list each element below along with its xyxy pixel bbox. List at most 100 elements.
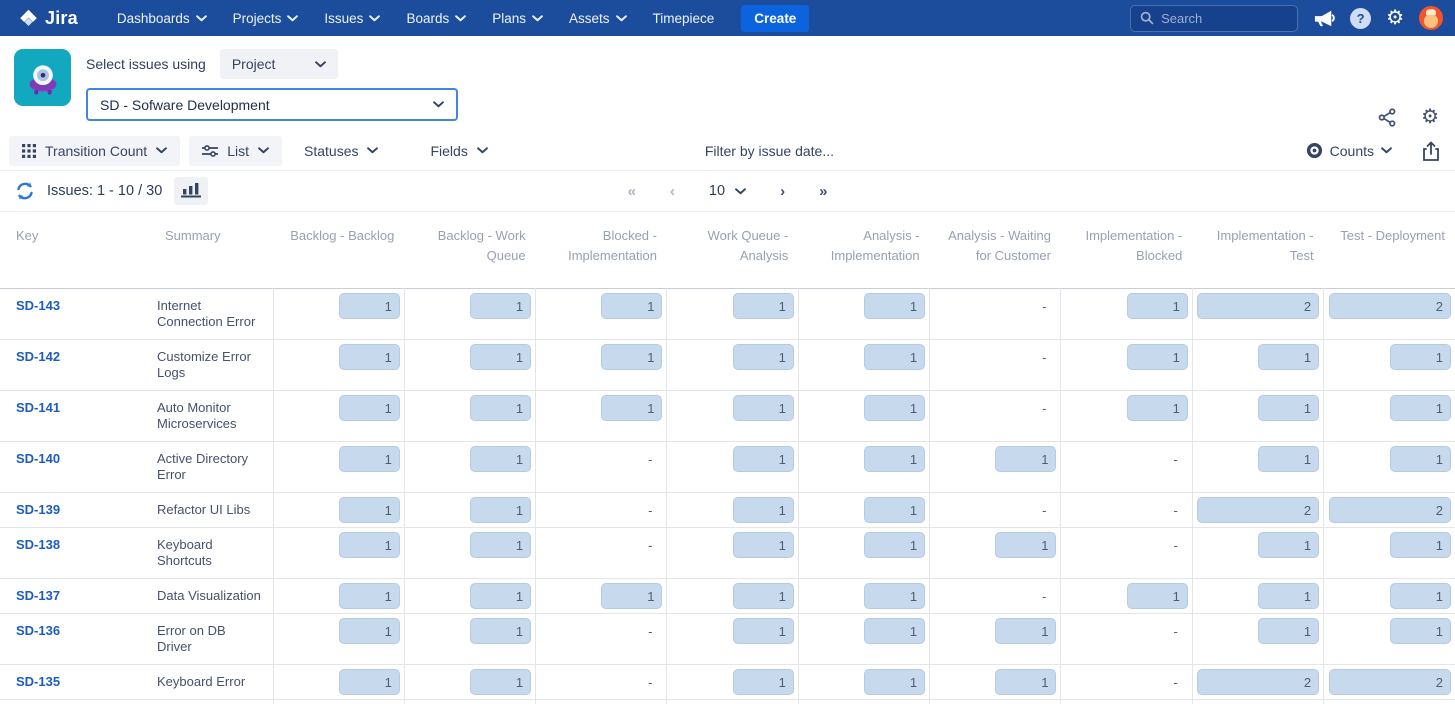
empty-count: - <box>1042 350 1047 365</box>
nav-item-label: Plans <box>492 10 526 26</box>
issue-date-filter-input[interactable] <box>704 142 985 159</box>
count-bar: 1 <box>338 344 400 370</box>
transition-count-cell: 1 <box>929 441 1061 493</box>
chevron-down-icon <box>287 14 299 21</box>
project-select-value: SD - Sofware Development <box>100 96 270 113</box>
table-row: SD-136 Error on DB Driver 1 1 - 1 1 1 - 1 1 <box>0 613 1455 665</box>
layout-button[interactable]: List <box>189 135 282 166</box>
transition-count-cell: 1 <box>535 339 667 391</box>
search-box[interactable] <box>1130 4 1299 32</box>
issue-key-link[interactable]: SD-138 <box>16 537 61 552</box>
issue-summary: Keyboard Shortcuts <box>157 537 213 568</box>
help-icon[interactable]: ? <box>1350 7 1372 29</box>
layout-label: List <box>227 142 249 159</box>
count-bar: 1 <box>1390 395 1451 421</box>
project-select[interactable]: SD - Sofware Development <box>86 88 458 121</box>
issue-key-link[interactable]: SD-140 <box>16 451 61 466</box>
issue-key-link[interactable]: SD-137 <box>16 588 61 603</box>
last-page-button[interactable]: » <box>819 182 828 200</box>
counts-target-icon <box>1306 142 1322 159</box>
transition-count-cell: - <box>535 441 667 493</box>
nav-item-plans[interactable]: Plans <box>479 0 556 36</box>
issue-key-link[interactable]: SD-142 <box>16 349 61 364</box>
previous-page-button[interactable]: ‹ <box>669 182 675 200</box>
count-bar: 1 <box>732 344 794 370</box>
chart-view-button[interactable] <box>174 177 209 205</box>
issue-key-link[interactable]: SD-136 <box>16 623 61 638</box>
count-bar: 1 <box>995 618 1057 644</box>
issue-key-link[interactable]: SD-141 <box>16 400 61 415</box>
transition-count-cell: - <box>1060 441 1193 493</box>
chevron-down-icon <box>735 187 746 194</box>
nav-item-issues[interactable]: Issues <box>311 0 393 36</box>
transition-count-cell: 1 <box>666 492 799 528</box>
create-button[interactable]: Create <box>741 4 810 32</box>
transition-count-cell: 1 <box>1323 339 1455 391</box>
transition-count-cell: 2 <box>1323 288 1455 340</box>
nav-item-timepiece[interactable]: Timepiece <box>640 0 728 36</box>
count-bar: 1 <box>732 583 794 609</box>
transition-count-cell: 1 <box>1323 527 1455 579</box>
jira-logo-icon <box>20 9 37 26</box>
issue-key-link[interactable]: SD-139 <box>16 502 61 517</box>
app-logo-icon <box>14 49 71 106</box>
statuses-button[interactable]: Statuses <box>291 136 391 166</box>
nav-item-assets[interactable]: Assets <box>556 0 640 36</box>
transition-count-cell: 1 <box>535 390 667 442</box>
count-bar: 1 <box>1258 395 1320 421</box>
transition-count-cell: 1 <box>1191 441 1324 493</box>
column-header-2: Backlog - Backlog <box>290 228 395 243</box>
count-bar: 1 <box>338 618 400 644</box>
next-page-button[interactable]: › <box>780 182 786 200</box>
issue-key-link[interactable]: SD-135 <box>16 674 61 689</box>
count-bar: 2 <box>1197 293 1320 319</box>
search-input[interactable] <box>1161 10 1272 26</box>
count-bar: 1 <box>470 446 532 472</box>
transition-count-cell: - <box>929 288 1061 340</box>
transition-count-cell: 1 <box>403 578 536 614</box>
column-header-4: Blocked - Implementation <box>568 228 657 263</box>
transition-count-cell: 1 <box>666 527 799 579</box>
transition-count-cell: 1 <box>1191 578 1324 614</box>
view-type-button[interactable]: Transition Count <box>9 135 181 166</box>
jira-logo[interactable]: Jira <box>18 8 78 29</box>
export-icon[interactable] <box>1422 141 1440 161</box>
issue-key-link[interactable]: SD-134 <box>0 700 155 704</box>
transition-count-cell: 1 <box>797 288 930 340</box>
transition-count-cell: 1 <box>272 441 405 493</box>
share-icon[interactable] <box>1378 108 1397 127</box>
count-bar: 1 <box>338 497 400 523</box>
user-avatar[interactable] <box>1419 6 1443 30</box>
issue-summary: Internet Connection Error <box>157 298 256 329</box>
transition-count-cell: - <box>535 492 667 528</box>
table-row: SD-140 Active Directory Error 1 1 - 1 1 1 - 1 1 <box>0 441 1455 493</box>
nav-item-label: Issues <box>324 10 364 26</box>
empty-count: - <box>1173 503 1178 518</box>
first-page-button[interactable]: « <box>627 182 636 200</box>
nav-item-boards[interactable]: Boards <box>393 0 479 36</box>
transition-count-cell: 1 <box>1323 578 1455 614</box>
transition-count-cell: 1 <box>797 441 930 493</box>
fields-button[interactable]: Fields <box>417 136 500 166</box>
transition-count-cell: 1 <box>666 288 799 340</box>
chevron-down-icon <box>369 14 381 21</box>
count-bar: 1 <box>338 446 400 472</box>
transition-count-cell: 1 <box>1060 390 1193 442</box>
app-settings-icon[interactable]: ⚙ <box>1421 106 1439 128</box>
counts-dropdown[interactable]: Counts <box>1306 142 1392 159</box>
empty-count: - <box>648 624 653 639</box>
count-bar: 1 <box>601 583 663 609</box>
settings-icon[interactable]: ⚙ <box>1386 7 1404 29</box>
transition-count-cell: - <box>535 613 667 665</box>
count-bar: 1 <box>732 395 794 421</box>
count-bar: 1 <box>864 497 926 523</box>
transition-count-cell: 1 <box>797 339 930 391</box>
nav-item-projects[interactable]: Projects <box>220 0 312 36</box>
nav-item-dashboards[interactable]: Dashboards <box>104 0 220 36</box>
page-size-dropdown[interactable]: 10 <box>709 183 746 199</box>
refresh-icon[interactable] <box>15 181 35 201</box>
issue-key-link[interactable]: SD-143 <box>16 298 61 313</box>
announcements-icon[interactable] <box>1313 8 1335 28</box>
issue-source-dropdown[interactable]: Project <box>219 49 338 79</box>
transition-count-cell: 1 <box>535 288 667 340</box>
